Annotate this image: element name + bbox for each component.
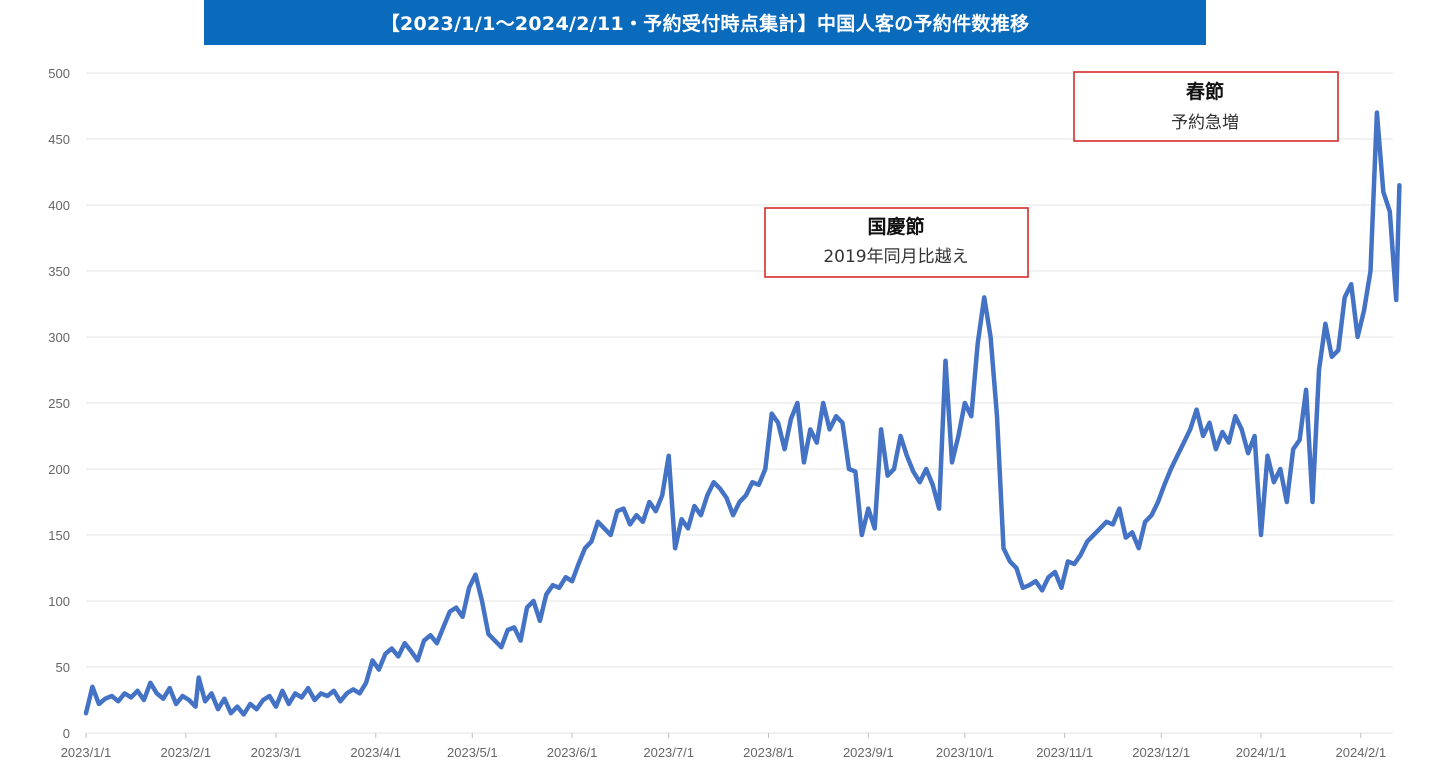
y-tick-label: 250 bbox=[48, 396, 70, 411]
annotations: 国慶節 2019年同月比越え 春節 予約急増 bbox=[764, 71, 1339, 278]
x-tick-label: 2023/4/1 bbox=[350, 745, 401, 760]
x-tick-label: 2023/3/1 bbox=[251, 745, 302, 760]
x-tick-label: 2023/6/1 bbox=[547, 745, 598, 760]
y-tick-label: 400 bbox=[48, 198, 70, 213]
y-tick-label: 350 bbox=[48, 264, 70, 279]
x-tick-label: 2023/12/1 bbox=[1132, 745, 1190, 760]
annotation-national-day: 国慶節 2019年同月比越え bbox=[764, 207, 1029, 278]
x-tick-label: 2023/9/1 bbox=[843, 745, 894, 760]
x-axis-ticks: 2023/1/1 2023/2/1 2023/3/1 2023/4/1 2023/5/1… bbox=[61, 733, 1386, 760]
annotation-spring-festival: 春節 予約急増 bbox=[1073, 71, 1339, 142]
x-tick-label: 2023/2/1 bbox=[160, 745, 211, 760]
y-tick-label: 50 bbox=[56, 660, 70, 675]
y-tick-label: 300 bbox=[48, 330, 70, 345]
annotation-national-day-heading: 国慶節 bbox=[867, 215, 924, 238]
annotation-national-day-subtext: 2019年同月比越え bbox=[823, 247, 968, 267]
x-tick-label: 2024/2/1 bbox=[1336, 745, 1387, 760]
annotation-spring-festival-subtext: 予約急増 bbox=[1171, 113, 1239, 133]
y-tick-label: 500 bbox=[48, 66, 70, 81]
y-tick-label: 0 bbox=[63, 726, 70, 741]
chart-title: 【2023/1/1～2024/2/11・予約受付時点集計】中国人客の予約件数推移 bbox=[204, 0, 1206, 45]
x-tick-label: 2023/1/1 bbox=[61, 745, 112, 760]
x-tick-label: 2023/11/1 bbox=[1036, 745, 1093, 760]
y-tick-label: 150 bbox=[48, 528, 70, 543]
grid-lines bbox=[86, 72, 1393, 668]
x-tick-label: 2023/7/1 bbox=[643, 745, 694, 760]
x-tick-label: 2023/10/1 bbox=[936, 745, 994, 760]
x-tick-label: 2023/8/1 bbox=[743, 745, 794, 760]
y-tick-label: 450 bbox=[48, 132, 70, 147]
series-line bbox=[83, 110, 1402, 717]
x-tick-label: 2024/1/1 bbox=[1236, 745, 1287, 760]
x-tick-label: 2023/5/1 bbox=[447, 745, 498, 760]
annotation-spring-festival-heading: 春節 bbox=[1186, 80, 1224, 103]
y-axis-ticks: 0 50 100 150 200 250 300 350 400 450 500 bbox=[48, 66, 70, 741]
y-tick-label: 100 bbox=[48, 594, 70, 609]
y-tick-label: 200 bbox=[48, 462, 70, 477]
